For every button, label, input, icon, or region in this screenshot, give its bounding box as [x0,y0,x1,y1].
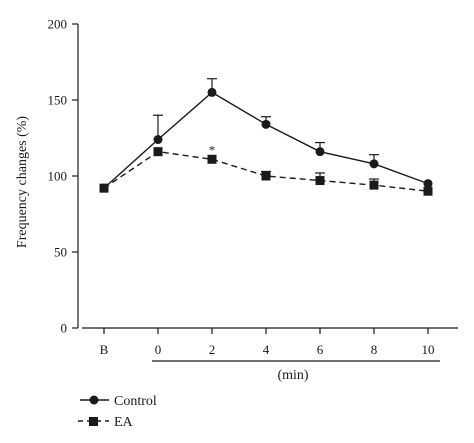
legend-item-control: Control [80,394,157,409]
significance-marker: * [209,143,216,158]
legend: Control EA [78,394,157,430]
x-axis-title: (min) [277,368,308,383]
x-tick-label: 6 [317,342,324,357]
legend-ea-marker [89,417,98,426]
y-axis: 0 50 100 150 200 [48,17,79,336]
x-tick-label: 4 [263,342,270,357]
y-tick-label: 150 [48,93,68,108]
data-point [99,183,109,193]
x-axis: B 0 2 4 6 8 10 [82,327,458,362]
x-tick-label: 10 [422,342,435,357]
data-point [153,147,163,157]
y-axis-title: Frequency changes (%) [15,116,30,249]
y-tick-label: 50 [54,245,67,260]
annotation-layer: * [209,143,216,158]
y-tick-label: 0 [61,321,68,336]
data-point [261,171,271,181]
data-point [315,176,325,186]
y-tick-label: 100 [48,169,68,184]
legend-control-label: Control [114,394,157,409]
data-point [153,135,163,145]
x-tick-label: B [100,342,109,357]
y-tick-label: 200 [48,17,68,32]
data-point [261,119,271,129]
data-point [369,159,379,169]
data-point [315,147,325,157]
series-layer [99,78,433,196]
data-point [423,186,433,196]
legend-item-ea: EA [78,415,134,430]
series-ea [99,147,433,196]
x-tick-label: 2 [209,342,216,357]
x-tick-label: 8 [371,342,378,357]
legend-ea-label: EA [114,415,134,430]
x-tick-label: 0 [155,342,162,357]
data-point [423,179,433,189]
legend-control-marker [89,395,99,405]
data-point [207,154,217,164]
data-point [207,87,217,97]
data-point [369,180,379,190]
